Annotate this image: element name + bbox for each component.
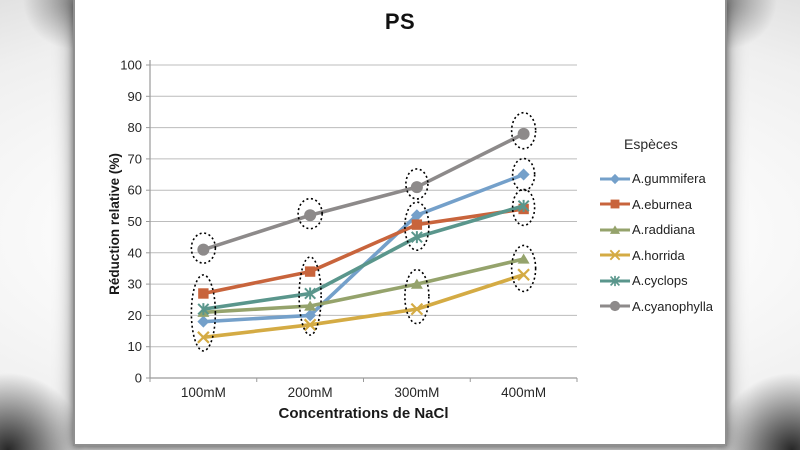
annotation-ellipse [405,168,429,200]
legend-marker-icon [600,199,630,209]
legend-items: A.gummifera A.eburnea A.raddiana A.horrida A… [600,166,720,319]
series-A.horrida [197,268,530,344]
y-tick-label: 30 [128,277,142,292]
square-marker [411,219,423,230]
series-line [201,204,526,311]
diamond-marker [410,209,423,222]
series-line [201,207,526,296]
diamond-marker [197,315,210,328]
circle-marker [410,181,423,194]
legend-marker-icon [600,249,630,261]
series-A.cyclops [197,199,530,316]
circle-marker [609,301,621,312]
y-tick-label: 10 [128,339,142,354]
triangle-marker [609,225,621,234]
x-tick-label: 300mM [394,385,439,400]
legend-item-A.cyanophylla: A.cyanophylla [600,294,720,320]
circle-marker [517,127,530,140]
legend-item-A.cyclops: A.cyclops [600,268,720,294]
series-line [201,132,526,252]
legend-marker-icon [600,225,630,234]
circle-marker [304,209,317,222]
asterisk-marker [197,303,210,316]
annotation-ellipse [511,188,536,227]
asterisk-marker [517,199,530,212]
x-marker [197,331,210,344]
asterisk-marker [609,275,621,286]
series-A.cyanophylla [197,127,530,256]
legend-marker-icon [600,301,630,312]
square-marker [198,288,209,299]
legend: Espèces A.gummifera A.eburnea A.raddiana A.… [600,136,720,319]
x-marker [609,249,621,261]
annotation-ellipse [404,268,430,325]
annotation-ellipse [190,274,217,352]
y-tick-label: 80 [128,120,142,135]
annotation-ellipse [511,157,536,192]
square-marker [610,199,620,209]
legend-label: A.eburnea [632,196,692,212]
diamond-marker [609,173,621,184]
legend-title: Espèces [624,136,678,152]
triangle-marker [410,278,423,289]
diamond-marker [304,309,317,322]
y-tick-label: 100 [120,58,142,73]
annotation-ellipse [297,197,323,230]
x-marker [517,268,530,281]
annotation-ellipse [404,201,430,251]
square-marker [304,266,316,277]
legend-label: A.horrida [632,247,685,263]
legend-label: A.raddiana [632,222,695,238]
legend-item-A.gummifera: A.gummifera [600,166,720,192]
x-tick-label: 200mM [288,385,333,400]
x-marker [303,318,317,332]
legend-label: A.cyanophylla [632,298,713,314]
y-tick-label: 40 [128,245,142,260]
legend-item-A.eburnea: A.eburnea [600,192,720,218]
x-axis-title: Concentrations de NaCl [278,405,449,422]
annotation-ellipse [190,232,217,264]
line-chart: 0 10 20 30 40 50 60 70 80 90 100 100mM 200mM 300mM 400… [120,58,578,400]
y-tick-label: 60 [128,183,142,198]
series-line [201,257,526,315]
y-tick-label: 90 [128,89,142,104]
legend-label: A.gummifera [632,171,706,187]
x-tick-label: 400mM [501,385,546,400]
legend-label: A.cyclops [632,273,688,289]
circle-marker [197,243,210,256]
legend-item-A.horrida: A.horrida [600,243,720,269]
legend-item-A.raddiana: A.raddiana [600,217,720,243]
annotation-ellipse [298,256,322,336]
annotation-ellipse [510,111,537,150]
legend-marker-icon [600,275,630,286]
asterisk-marker [410,231,423,244]
series-A.raddiana [197,253,530,317]
series-line [201,272,526,340]
annotation-ellipse [510,244,537,293]
x-marker [410,302,424,316]
asterisk-marker [304,287,317,300]
triangle-marker [304,300,317,311]
y-tick-label: 70 [128,151,142,166]
chart-title: PS [384,9,416,34]
y-tick-label: 50 [128,214,142,229]
x-tick-label: 100mM [181,385,226,400]
chart-card: PS 0 10 20 30 40 50 60 70 80 90 100 100mM 200mM 300mM… [73,0,727,446]
y-tick-label: 0 [135,371,142,386]
diamond-marker [517,168,530,181]
legend-marker-icon [600,173,630,184]
y-axis-title: Réduction relative (%) [107,153,122,295]
triangle-marker [517,253,530,264]
y-tick-label: 20 [128,308,142,323]
